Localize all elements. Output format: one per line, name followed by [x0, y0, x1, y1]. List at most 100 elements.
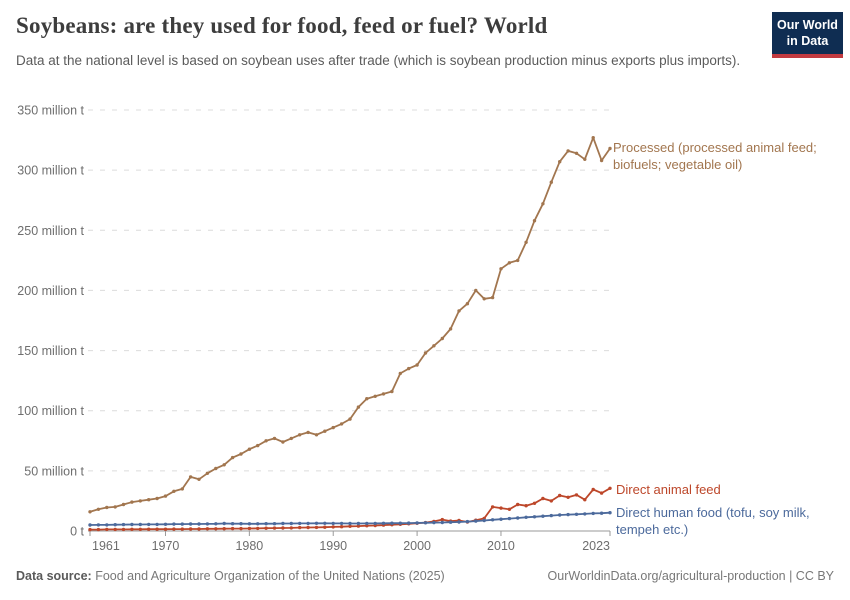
- data-point: [423, 521, 428, 525]
- data-source-note: Data source: Food and Agriculture Organi…: [16, 569, 445, 583]
- data-point: [499, 267, 503, 271]
- data-point: [583, 498, 587, 502]
- data-point: [155, 522, 159, 527]
- data-point: [541, 496, 545, 501]
- data-point: [272, 526, 277, 530]
- data-point: [432, 520, 436, 525]
- series-label-processed[interactable]: Processed (processed animal feed; biofue…: [613, 140, 817, 172]
- y-axis-tick-label: 150 million t: [17, 344, 84, 358]
- owid-logo[interactable]: Our World in Data: [772, 12, 843, 59]
- data-point: [205, 522, 210, 526]
- data-point: [599, 158, 604, 163]
- data-point: [591, 511, 595, 516]
- x-axis-tick-label: 1961: [92, 539, 120, 553]
- data-point: [432, 344, 436, 348]
- data-point: [356, 521, 361, 526]
- data-point: [298, 433, 302, 437]
- y-axis-tick-label: 100 million t: [17, 404, 84, 418]
- data-point: [323, 429, 327, 433]
- data-point: [197, 527, 201, 531]
- data-point: [289, 436, 293, 441]
- data-point: [147, 498, 151, 502]
- data-point: [407, 521, 411, 525]
- data-point: [390, 521, 394, 525]
- data-point: [222, 527, 226, 531]
- data-point: [566, 149, 570, 153]
- data-point: [490, 518, 495, 522]
- data-point: [608, 486, 612, 490]
- data-point: [96, 507, 101, 511]
- data-point: [365, 521, 369, 526]
- data-point: [281, 440, 285, 444]
- data-point: [96, 527, 101, 532]
- data-point: [490, 505, 495, 509]
- data-point: [398, 371, 402, 376]
- data-point: [549, 499, 553, 503]
- x-axis-tick-label: 1980: [235, 539, 263, 553]
- data-point: [482, 518, 486, 523]
- data-point: [214, 527, 218, 531]
- data-point: [247, 447, 252, 451]
- data-point: [88, 527, 92, 532]
- data-point: [532, 501, 537, 505]
- data-point: [398, 521, 402, 525]
- data-point: [272, 522, 277, 526]
- data-point: [214, 522, 218, 526]
- data-point: [247, 526, 252, 531]
- data-point: [264, 439, 268, 443]
- data-point: [457, 520, 461, 524]
- data-point: [532, 515, 537, 519]
- data-point: [105, 527, 109, 532]
- y-axis-tick-label: 200 million t: [17, 284, 84, 298]
- data-point: [138, 527, 142, 531]
- series-line-processed[interactable]: [89, 136, 611, 513]
- x-axis-tick-label: 2010: [487, 539, 515, 553]
- data-point: [230, 455, 235, 460]
- data-point: [524, 504, 528, 508]
- data-point: [105, 505, 109, 510]
- data-point: [256, 522, 260, 526]
- data-point: [583, 157, 587, 161]
- data-point: [88, 523, 92, 527]
- series-label-direct-animal-feed[interactable]: Direct animal feed: [616, 482, 721, 497]
- data-point: [272, 436, 277, 441]
- data-point: [482, 297, 486, 301]
- y-axis-tick-label: 250 million t: [17, 224, 84, 238]
- data-source-label: Data source:: [16, 569, 92, 583]
- data-point: [381, 521, 386, 525]
- data-point: [591, 487, 595, 492]
- data-point: [524, 240, 528, 244]
- data-point: [574, 493, 579, 497]
- data-point: [188, 522, 193, 526]
- data-point: [205, 527, 210, 531]
- data-point: [440, 336, 444, 341]
- data-point: [608, 511, 612, 515]
- series-label-direct-human-food[interactable]: Direct human food (tofu, soy milk, tempe…: [616, 505, 810, 537]
- data-point: [390, 389, 394, 394]
- data-point: [88, 510, 92, 514]
- owid-citation-link[interactable]: OurWorldinData.org/agricultural-producti…: [547, 569, 834, 583]
- data-point: [281, 521, 285, 526]
- data-point: [264, 526, 268, 530]
- data-point: [599, 491, 604, 495]
- data-point: [314, 525, 319, 530]
- data-point: [474, 519, 478, 523]
- data-point: [356, 405, 361, 409]
- data-point: [591, 136, 595, 140]
- data-point: [188, 527, 193, 531]
- data-point: [566, 512, 570, 517]
- data-point: [465, 519, 470, 524]
- data-point: [239, 452, 243, 456]
- data-point: [365, 397, 369, 401]
- data-point: [574, 512, 579, 516]
- data-point: [516, 516, 520, 520]
- data-point: [490, 295, 495, 300]
- data-point: [507, 507, 512, 511]
- data-point: [239, 526, 243, 531]
- data-point: [339, 422, 344, 426]
- x-axis-tick-label: 1990: [319, 539, 347, 553]
- data-point: [197, 522, 201, 526]
- data-point: [608, 146, 612, 151]
- data-point: [147, 527, 151, 531]
